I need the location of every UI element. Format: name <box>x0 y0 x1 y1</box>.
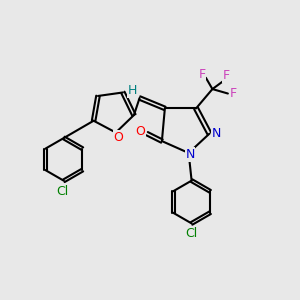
Text: Cl: Cl <box>56 185 68 198</box>
Text: O: O <box>113 130 123 143</box>
Text: N: N <box>211 127 221 140</box>
Text: N: N <box>185 148 195 161</box>
Text: O: O <box>136 125 146 138</box>
Text: F: F <box>199 68 206 81</box>
Text: Cl: Cl <box>185 227 198 240</box>
Text: F: F <box>230 87 237 100</box>
Text: F: F <box>223 69 230 82</box>
Text: H: H <box>128 84 137 97</box>
